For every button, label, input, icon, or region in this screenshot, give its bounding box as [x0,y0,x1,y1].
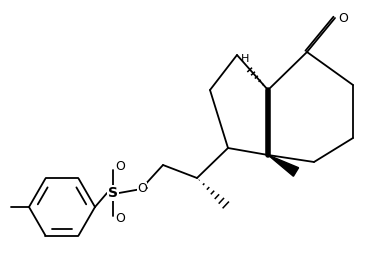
Text: S: S [108,186,118,200]
Text: O: O [137,181,147,195]
Text: O: O [115,213,125,226]
Polygon shape [268,155,298,176]
Text: O: O [115,161,125,173]
Text: O: O [338,12,348,24]
Text: H: H [241,54,249,64]
